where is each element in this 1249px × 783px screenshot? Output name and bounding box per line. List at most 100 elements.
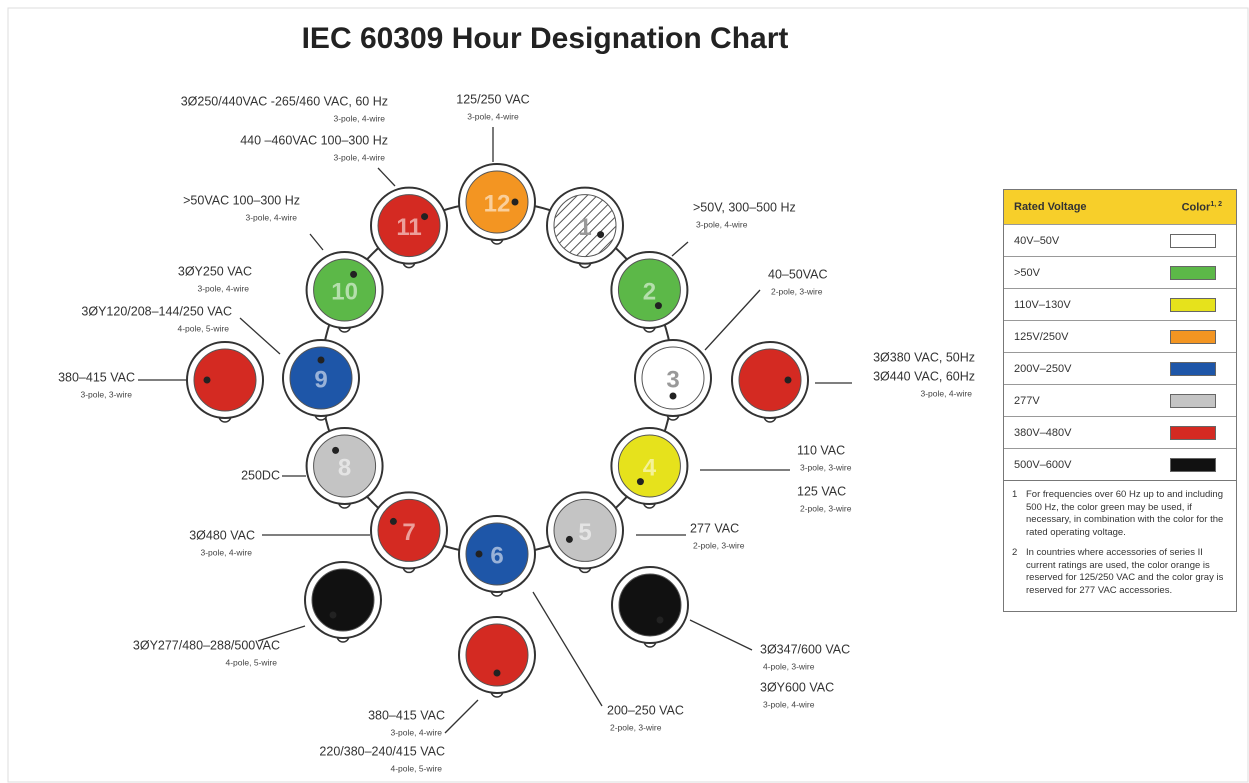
- plug: [731, 341, 809, 423]
- plug-face: [641, 346, 705, 410]
- leader-line: [704, 289, 761, 351]
- label-text: 3ØY600 VAC: [760, 680, 834, 694]
- legend-row: 500V–600V: [1004, 448, 1236, 480]
- note-text: In countries where accessories of series…: [1026, 547, 1224, 596]
- legend-note: 1 For frequencies over 60 Hz up to and in…: [1012, 489, 1228, 539]
- label-text: 250DC: [241, 468, 280, 482]
- hour-number: 8: [338, 455, 351, 482]
- header-color: Color1, 2: [1182, 201, 1222, 214]
- legend: Rated Voltage Color1, 2 40V–50V >50V 110V–…: [1003, 189, 1237, 612]
- plug-pin: [784, 376, 792, 384]
- label-text: 440 –460VAC 100–300 Hz: [240, 133, 388, 147]
- plug-pin: [389, 517, 397, 525]
- legend-voltage: 200V–250V: [1014, 362, 1072, 375]
- label-sub: 3-pole, 4-wire: [201, 547, 253, 557]
- legend-row: 40V–50V: [1004, 224, 1236, 256]
- plug-face: [313, 434, 377, 498]
- legend-swatch: [1170, 233, 1216, 248]
- label-text: 110 VAC: [797, 443, 845, 457]
- plug: 12: [458, 163, 536, 245]
- label-sub: 2-pole, 3-wire: [771, 286, 823, 296]
- label-sub: 2-pole, 3-wire: [610, 722, 662, 732]
- label-text: 3Ø480 VAC: [189, 528, 255, 542]
- title: IEC 60309 Hour Designation Chart: [302, 22, 789, 55]
- plug-face: [289, 346, 353, 410]
- leader-line: [309, 233, 324, 251]
- note-text: For frequencies over 60 Hz up to and inc…: [1026, 489, 1224, 538]
- plug-face: [617, 434, 681, 498]
- hour-number: 5: [578, 519, 591, 546]
- label-sub: 3-pole, 4-wire: [921, 388, 973, 398]
- hour-number: 2: [643, 279, 656, 306]
- legend-voltage: 500V–600V: [1014, 458, 1072, 471]
- label-text: 200–250 VAC: [607, 703, 684, 717]
- label-sub: 3-pole, 4-wire: [334, 113, 386, 123]
- plug-face: [313, 258, 377, 322]
- hour-number: 3: [666, 367, 679, 394]
- legend-swatch: [1170, 457, 1216, 472]
- plug-face: [738, 348, 802, 412]
- label-text: 3Ø440 VAC, 60Hz: [873, 369, 975, 383]
- legend-row: >50V: [1004, 256, 1236, 288]
- plug-pin: [669, 392, 677, 400]
- plug-face: [311, 568, 375, 632]
- legend-swatch: [1170, 361, 1216, 376]
- legend-swatch: [1170, 265, 1216, 280]
- legend-voltage: >50V: [1014, 266, 1040, 279]
- plug: 11: [370, 186, 448, 269]
- leader-line: [444, 699, 479, 734]
- plug-face: [553, 498, 617, 562]
- hour-number: 9: [314, 367, 327, 394]
- hour-number: 7: [402, 519, 415, 546]
- label-sub: 3-pole, 3-wire: [800, 462, 852, 472]
- plug-face: [377, 498, 441, 562]
- label-text: 125/250 VAC: [456, 92, 529, 106]
- plug: 6: [458, 515, 536, 597]
- label-sub: 3-pole, 4-wire: [198, 283, 250, 293]
- label-sub: 4-pole, 3-wire: [763, 661, 815, 671]
- leader-line: [377, 167, 396, 187]
- plug-face: [465, 522, 529, 586]
- hour-number: 6: [490, 543, 503, 570]
- legend-swatch: [1170, 425, 1216, 440]
- plug: [186, 341, 264, 423]
- plug: [458, 616, 536, 698]
- legend-voltage: 125V/250V: [1014, 330, 1069, 343]
- plug-pin: [317, 356, 325, 364]
- plug: [611, 566, 689, 648]
- hour-number: 1: [578, 214, 591, 241]
- plug-face: [377, 194, 441, 258]
- label-text: >50V, 300–500 Hz: [693, 200, 796, 214]
- plug-face: [553, 194, 617, 258]
- hour-number: 11: [396, 214, 421, 241]
- legend-rows: 40V–50V >50V 110V–130V 125V/250V 200V–250V 27…: [1004, 224, 1236, 480]
- label-sub: 3-pole, 4-wire: [391, 727, 443, 737]
- legend-row: 380V–480V: [1004, 416, 1236, 448]
- note-number: 2: [1012, 547, 1018, 558]
- label-text: 3Ø380 VAC, 50Hz: [873, 350, 975, 364]
- label-sub: 4-pole, 5-wire: [226, 657, 278, 667]
- plug: 7: [370, 491, 448, 574]
- plug: 1: [546, 186, 624, 269]
- leader-line: [239, 317, 281, 355]
- plug-face: [618, 573, 682, 637]
- plug-face: [617, 258, 681, 322]
- legend-swatch: [1170, 297, 1216, 312]
- plug-pin: [350, 270, 358, 278]
- plug-pin: [597, 231, 605, 239]
- label-sub: 3-pole, 4-wire: [467, 111, 519, 121]
- label-sub: 3-pole, 4-wire: [334, 152, 386, 162]
- plug-pin: [493, 669, 501, 677]
- hour-number: 12: [484, 191, 511, 218]
- legend-voltage: 40V–50V: [1014, 234, 1060, 247]
- plug-pin: [565, 535, 573, 543]
- plug: 4: [610, 427, 689, 509]
- plug: [304, 561, 382, 643]
- leader-line: [257, 625, 306, 642]
- label-sub: 2-pole, 3-wire: [800, 503, 852, 513]
- label-sub: 3-pole, 4-wire: [763, 699, 815, 709]
- plug-pin: [636, 478, 644, 486]
- plug-pin: [421, 213, 429, 221]
